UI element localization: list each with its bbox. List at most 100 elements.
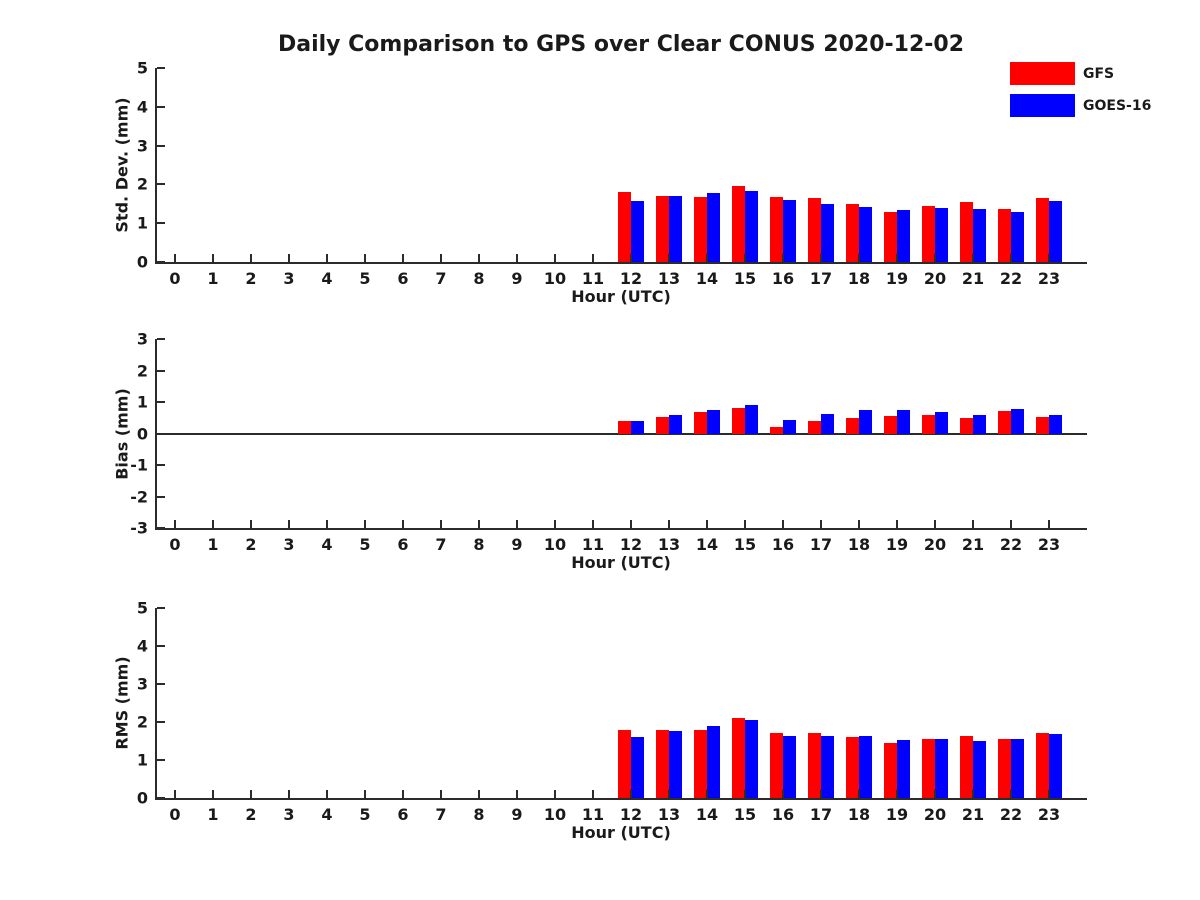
y-tick xyxy=(157,222,165,225)
x-tick xyxy=(516,790,518,798)
bar-goes-16-h23 xyxy=(1049,414,1062,434)
x-tick xyxy=(744,790,746,798)
bar-gfs-h14 xyxy=(694,730,707,798)
x-tick-label: 0 xyxy=(169,269,181,288)
x-tick xyxy=(364,790,366,798)
x-tick-label: 2 xyxy=(245,269,257,288)
x-tick xyxy=(858,520,860,528)
x-tick-label: 1 xyxy=(207,269,219,288)
bar-goes-16-h21 xyxy=(973,741,986,798)
x-tick-label: 4 xyxy=(321,805,333,824)
x-tick-label: 16 xyxy=(771,805,795,824)
bar-gfs-h22 xyxy=(998,209,1011,262)
y-tick xyxy=(157,759,165,761)
x-tick-label: 6 xyxy=(397,535,409,554)
x-tick xyxy=(440,254,442,262)
bar-gfs-h19 xyxy=(884,415,897,434)
bar-gfs-h20 xyxy=(922,414,935,434)
y-tick xyxy=(157,645,165,647)
x-tick-label: 18 xyxy=(847,535,871,554)
y-tick-label: 3 xyxy=(136,136,148,156)
x-tick xyxy=(972,254,974,262)
bar-goes-16-h19 xyxy=(897,740,910,798)
bar-goes-16-h19 xyxy=(897,409,910,434)
bar-goes-16-h12 xyxy=(631,420,644,434)
bar-gfs-h22 xyxy=(998,739,1011,798)
bar-gfs-h15 xyxy=(732,718,745,798)
y-tick xyxy=(157,401,165,403)
bar-goes-16-h23 xyxy=(1049,734,1062,798)
y-tick-label: 1 xyxy=(136,213,148,233)
x-tick-label: 5 xyxy=(359,805,371,824)
y-tick xyxy=(157,432,165,435)
x-tick-label: 1 xyxy=(207,805,219,824)
x-tick xyxy=(516,254,518,262)
x-tick xyxy=(896,790,898,798)
bar-gfs-h16 xyxy=(770,426,783,434)
x-tick-label: 3 xyxy=(283,535,295,554)
x-tick-label: 18 xyxy=(847,269,871,288)
x-tick xyxy=(934,520,936,528)
x-tick xyxy=(478,520,480,528)
x-tick-label: 12 xyxy=(619,805,643,824)
x-tick-label: 11 xyxy=(581,269,605,288)
x-tick xyxy=(668,790,670,798)
x-tick-label: 8 xyxy=(473,805,485,824)
x-tick xyxy=(934,790,936,798)
bar-gfs-h15 xyxy=(732,186,745,262)
x-tick-label: 10 xyxy=(543,269,567,288)
bar-goes-16-h15 xyxy=(745,404,758,434)
y-axis xyxy=(155,68,157,264)
x-tick-label: 5 xyxy=(359,535,371,554)
y-tick-label: 4 xyxy=(136,636,148,656)
y-tick xyxy=(157,67,165,69)
x-tick-label: 22 xyxy=(999,805,1023,824)
x-tick xyxy=(972,520,974,528)
x-axis-label: Hour (UTC) xyxy=(571,287,671,306)
x-tick xyxy=(630,790,632,798)
figure-title: Daily Comparison to GPS over Clear CONUS… xyxy=(277,32,965,57)
x-tick-label: 7 xyxy=(435,805,447,824)
x-tick-label: 19 xyxy=(885,535,909,554)
x-tick-label: 2 xyxy=(245,535,257,554)
x-tick-label: 13 xyxy=(657,805,681,824)
bar-goes-16-h15 xyxy=(745,720,758,798)
y-tick-label: 5 xyxy=(136,58,148,78)
bar-gfs-h17 xyxy=(808,198,821,262)
x-tick-label: 23 xyxy=(1037,805,1061,824)
x-tick xyxy=(174,790,176,798)
x-tick xyxy=(288,520,290,528)
x-tick xyxy=(326,520,328,528)
y-tick xyxy=(157,464,165,466)
x-tick-label: 11 xyxy=(581,535,605,554)
y-tick xyxy=(157,495,165,498)
x-tick xyxy=(288,254,290,262)
x-tick-label: 7 xyxy=(435,269,447,288)
bar-goes-16-h12 xyxy=(631,737,644,798)
y-tick-label: 2 xyxy=(136,174,148,194)
bar-gfs-h18 xyxy=(846,204,859,262)
y-axis xyxy=(155,608,157,800)
x-tick xyxy=(592,520,594,528)
x-tick xyxy=(592,790,594,798)
bar-goes-16-h18 xyxy=(859,207,872,262)
bar-gfs-h13 xyxy=(656,196,669,262)
x-tick-label: 13 xyxy=(657,535,681,554)
x-tick-label: 11 xyxy=(581,805,605,824)
y-tick xyxy=(157,607,165,609)
bar-gfs-h20 xyxy=(922,206,935,262)
bar-goes-16-h18 xyxy=(859,736,872,798)
x-tick xyxy=(1010,254,1012,262)
x-tick-label: 3 xyxy=(283,269,295,288)
x-tick-label: 19 xyxy=(885,805,909,824)
bar-goes-16-h20 xyxy=(935,739,948,798)
x-tick xyxy=(744,520,746,528)
x-tick xyxy=(1048,254,1050,262)
bar-goes-16-h22 xyxy=(1011,739,1024,798)
bar-goes-16-h18 xyxy=(859,409,872,434)
x-tick xyxy=(554,520,556,528)
x-tick xyxy=(440,790,442,798)
x-tick-label: 4 xyxy=(321,269,333,288)
